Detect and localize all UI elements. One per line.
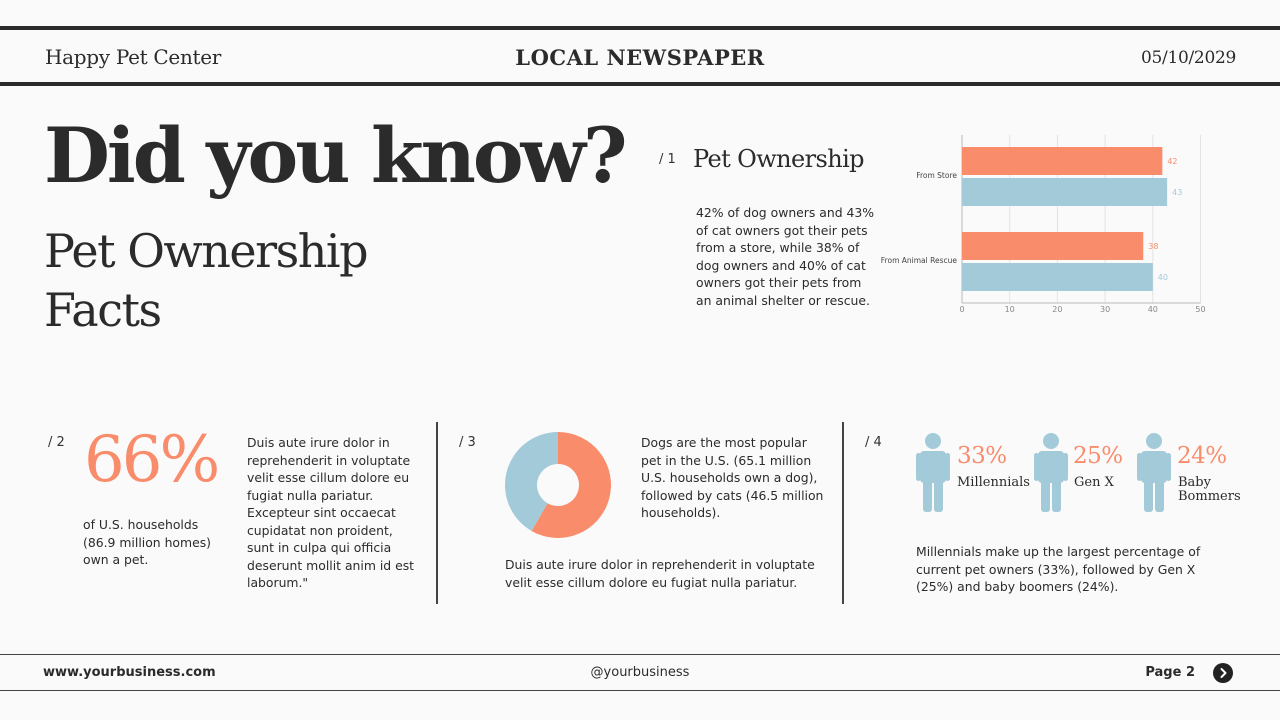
donut-slice bbox=[531, 432, 611, 538]
generation-percentage: 25% bbox=[1073, 443, 1123, 469]
section-4-number: / 4 bbox=[865, 435, 882, 450]
generation-percentage: 33% bbox=[957, 443, 1007, 469]
next-page-button[interactable] bbox=[1213, 663, 1233, 683]
generation-label: Gen X bbox=[1074, 475, 1114, 490]
bar bbox=[962, 178, 1168, 206]
section-2-number: / 2 bbox=[48, 435, 65, 450]
section-3-body: Duis aute irure dolor in reprehenderit i… bbox=[505, 557, 815, 590]
section-2-body: Duis aute irure dolor in reprehenderit i… bbox=[247, 435, 415, 590]
social-handle: @yourbusiness bbox=[590, 665, 690, 680]
x-tick-label: 50 bbox=[1195, 305, 1205, 314]
category-label: From Store bbox=[916, 171, 957, 180]
section-divider bbox=[842, 422, 844, 604]
section-4-text: Millennials make up the largest percenta… bbox=[916, 544, 1201, 594]
section-1-title: Pet Ownership bbox=[693, 145, 865, 173]
x-tick-label: 40 bbox=[1148, 305, 1158, 314]
x-tick-label: 20 bbox=[1052, 305, 1062, 314]
generation-percentage: 24% bbox=[1177, 443, 1227, 469]
pet-type-donut-chart bbox=[505, 432, 611, 538]
page-number: Page 2 bbox=[1145, 665, 1195, 680]
hero-subtitle: Pet Ownership Facts bbox=[44, 224, 369, 337]
issue-date: 05/10/2029 bbox=[1141, 48, 1236, 68]
section-3-text: Dogs are the most popular pet in the U.S… bbox=[641, 435, 824, 520]
big-percentage: 66% bbox=[84, 423, 220, 497]
brand-name: Happy Pet Center bbox=[45, 45, 222, 69]
publication-title: LOCAL NEWSPAPER bbox=[515, 45, 765, 70]
header-top-rule bbox=[0, 26, 1280, 30]
bar-value-label: 40 bbox=[1158, 273, 1168, 282]
donut-slice bbox=[505, 432, 558, 531]
bar bbox=[962, 232, 1144, 260]
section-3-number: / 3 bbox=[459, 435, 476, 450]
section-1-text: 42% of dog owners and 43% of cat owners … bbox=[696, 205, 875, 308]
x-tick-label: 10 bbox=[1005, 305, 1015, 314]
person-icon bbox=[1034, 433, 1068, 512]
person-icon bbox=[1137, 433, 1171, 512]
footer-bottom-rule bbox=[0, 690, 1280, 691]
bar bbox=[962, 147, 1163, 175]
pet-source-bar-chart: 42 43 38 40 From Store From Animal Rescue 0 1… bbox=[881, 135, 1206, 314]
x-tick-label: 30 bbox=[1100, 305, 1110, 314]
category-label: From Animal Rescue bbox=[881, 256, 958, 265]
generation-label: Baby Bommers bbox=[1178, 475, 1241, 504]
hero-title: Did you know? bbox=[44, 111, 628, 200]
bar-value-label: 42 bbox=[1167, 157, 1177, 166]
footer-top-rule bbox=[0, 654, 1280, 655]
section-1-number: / 1 bbox=[659, 152, 676, 167]
header-bottom-rule bbox=[0, 82, 1280, 86]
section-2-caption: of U.S. households (86.9 million homes) … bbox=[83, 517, 211, 567]
person-icon bbox=[916, 433, 950, 512]
bar-value-label: 43 bbox=[1172, 188, 1182, 197]
x-tick-label: 0 bbox=[959, 305, 964, 314]
website-link[interactable]: www.yourbusiness.com bbox=[43, 665, 216, 680]
bar bbox=[962, 263, 1153, 291]
generation-label: Millennials bbox=[957, 475, 1030, 490]
section-divider bbox=[436, 422, 438, 604]
chevron-right-icon bbox=[1220, 668, 1227, 678]
bar-value-label: 38 bbox=[1148, 242, 1158, 251]
